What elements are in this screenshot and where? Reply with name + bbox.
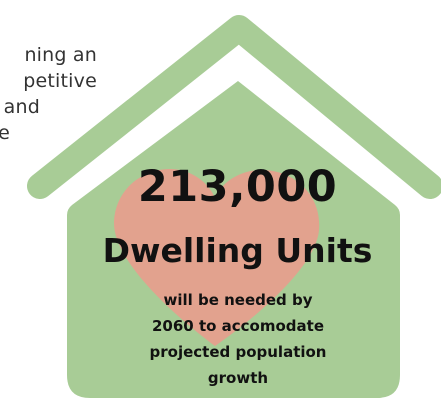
house-roof <box>27 15 441 199</box>
dwelling-units-label: Dwelling Units <box>102 231 373 270</box>
background-paragraph: ning an petitive and e <box>0 42 110 146</box>
caption-line: will be needed by <box>163 291 313 309</box>
caption-text: will be needed by 2060 to accomodate pro… <box>88 287 388 391</box>
background-text-line: petitive <box>23 70 97 92</box>
caption-line: 2060 to accomodate <box>151 317 325 335</box>
heart-icon <box>113 168 320 346</box>
caption-line: growth <box>207 369 269 387</box>
background-text-line: e <box>0 122 10 144</box>
background-text-line: and <box>3 96 40 118</box>
background-text-line: ning an <box>24 44 97 66</box>
caption-line: projected population <box>149 343 327 361</box>
dwelling-count: 213,000 <box>137 162 338 212</box>
